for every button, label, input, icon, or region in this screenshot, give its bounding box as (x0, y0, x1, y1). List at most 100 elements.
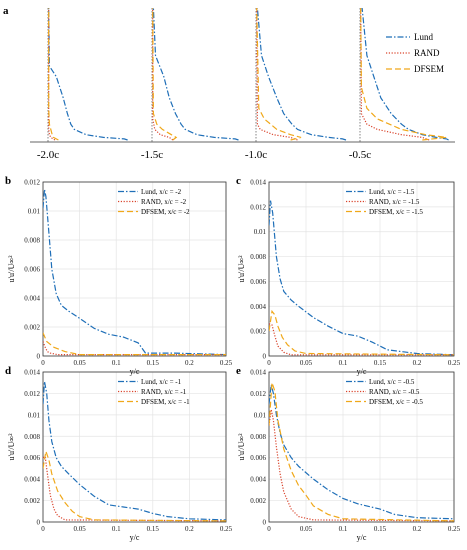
profile-line-lund (152, 7, 239, 141)
plot-frame (42, 181, 227, 357)
station-label: -1.0c (245, 149, 267, 161)
y-tick-label: 0.004 (250, 303, 266, 311)
y-tick-label: 0 (37, 353, 41, 361)
series-line (269, 384, 454, 520)
panel-label-b: b (5, 175, 11, 187)
panel-a: a -2.0c -1.5c -1.0c -0.5c Lund RAND DFSEM (3, 5, 455, 161)
y-tick-label: 0.002 (24, 324, 40, 332)
y-tick-label: 0.012 (24, 179, 40, 187)
y-tick-label: 0.006 (24, 454, 40, 462)
y-tick-label: 0 (263, 519, 267, 527)
station-label: -0.5c (349, 149, 371, 161)
panel-label-c: c (236, 175, 241, 187)
series-line (43, 189, 226, 356)
x-tick-label: 0.05 (73, 525, 86, 533)
profile-line-dfsem (48, 8, 59, 141)
panel-a-profiles (47, 7, 449, 142)
legend-label: DFSEM (414, 64, 444, 74)
series-line (269, 382, 454, 522)
panel-label-e: e (236, 365, 241, 377)
y-tick-label: 0.014 (24, 369, 40, 377)
y-tick-label: 0 (263, 353, 267, 361)
y-tick-label: 0.006 (24, 266, 40, 274)
legend-label: DFSEM, x/c = -1 (141, 398, 190, 406)
series-line (269, 323, 454, 356)
x-tick-label: 0.15 (374, 525, 387, 533)
panel-a-legend: Lund RAND DFSEM (386, 32, 444, 74)
x-tick-label: 0.1 (339, 525, 348, 533)
legend-label: RAND, x/c = -2 (141, 198, 187, 206)
profile-line-lund (361, 7, 449, 141)
x-tick-label: 0.25 (448, 525, 461, 533)
x-tick-label: 0 (267, 359, 271, 367)
y-tick-label: 0.002 (24, 497, 40, 505)
y-tick-label: 0.008 (250, 253, 266, 261)
legend: Lund, x/c = -0.5 RAND, x/c = -0.5 DFSEM, x… (346, 378, 423, 406)
series-group (43, 381, 226, 522)
x-tick-label: 0.15 (374, 359, 387, 367)
y-axis-label: u'u'/U∞² (237, 433, 246, 461)
y-tick-label: 0.002 (250, 497, 266, 505)
y-axis-label: u'u'/U∞² (237, 255, 246, 283)
profile-line-rand (152, 8, 174, 141)
station-label: -2.0c (37, 149, 59, 161)
y-tick-label: 0.01 (254, 228, 267, 236)
y-tick-label: 0.01 (28, 208, 41, 216)
series-line (43, 381, 226, 521)
profile-line-rand (256, 7, 298, 141)
x-axis-label: y/c (357, 533, 367, 542)
y-tick-label: 0.008 (24, 433, 40, 441)
y-tick-label: 0.01 (28, 411, 41, 419)
x-tick-label: 0 (267, 525, 271, 533)
panel-e: e 0 0.05 0.1 0.15 0.2 0.25 0 0.002 0.004 0.006 0.0… (236, 365, 461, 542)
x-tick-label: 0.15 (147, 525, 160, 533)
x-tick-label: 0.2 (185, 359, 194, 367)
legend-label: RAND, x/c = -0.5 (369, 388, 420, 396)
legend-label: Lund, x/c = -2 (141, 188, 182, 196)
x-tick-label: 0.25 (220, 525, 233, 533)
legend-label: DFSEM, x/c = -0.5 (369, 398, 423, 406)
legend-label: Lund, x/c = -1 (141, 378, 182, 386)
grid (268, 371, 455, 523)
y-tick-label: 0.004 (24, 476, 40, 484)
plot-frame (268, 371, 455, 523)
profile-line-dfsem (256, 7, 302, 141)
y-tick-label: 0.012 (250, 390, 266, 398)
panel-a-station-labels: -2.0c -1.5c -1.0c -0.5c (37, 149, 371, 161)
series-line (269, 409, 454, 522)
series-line (269, 200, 454, 356)
x-tick-label: 0.2 (185, 525, 194, 533)
y-tick-label: 0.014 (250, 369, 266, 377)
profile-line-lund (48, 7, 128, 141)
legend-label: Lund, x/c = -0.5 (369, 378, 415, 386)
legend: Lund, x/c = -1.5 RAND, x/c = -1.5 DFSEM, x… (346, 188, 423, 216)
plot-frame (42, 371, 227, 523)
x-tick-label: 0.25 (220, 359, 233, 367)
panel-d: d 0 0.05 0.1 0.15 0.2 0.25 0 0.002 0.004 0.006 0.0… (5, 365, 233, 542)
series-group (269, 200, 454, 356)
x-tick-label: 0.1 (339, 359, 348, 367)
series-group (43, 189, 226, 356)
y-axis-label: u'u'/U∞² (7, 255, 16, 283)
x-tick-label: 0 (41, 525, 45, 533)
y-axis-label: u'u'/U∞² (7, 433, 16, 461)
y-tick-label: 0.004 (24, 295, 40, 303)
plot-frame (268, 181, 455, 357)
profile-line-dfsem (152, 7, 178, 141)
panel-c: c 0 0.05 0.1 0.15 0.2 0.25 0 0.002 0.004 0.006 0.0… (236, 175, 461, 376)
y-tick-label: 0.008 (250, 433, 266, 441)
x-tick-label: 0.1 (112, 359, 121, 367)
station-label: -1.5c (141, 149, 163, 161)
panel-label-d: d (5, 365, 11, 377)
x-tick-label: 0.05 (300, 359, 313, 367)
x-tick-label: 0.05 (73, 359, 86, 367)
x-tick-label: 0.25 (448, 359, 461, 367)
x-tick-label: 0.1 (112, 525, 121, 533)
legend-label: Lund, x/c = -1.5 (369, 188, 415, 196)
y-tick-label: 0 (37, 519, 41, 527)
legend-label: DFSEM, x/c = -1.5 (369, 208, 423, 216)
x-tick-label: 0.15 (147, 359, 160, 367)
y-tick-label: 0.008 (24, 237, 40, 245)
